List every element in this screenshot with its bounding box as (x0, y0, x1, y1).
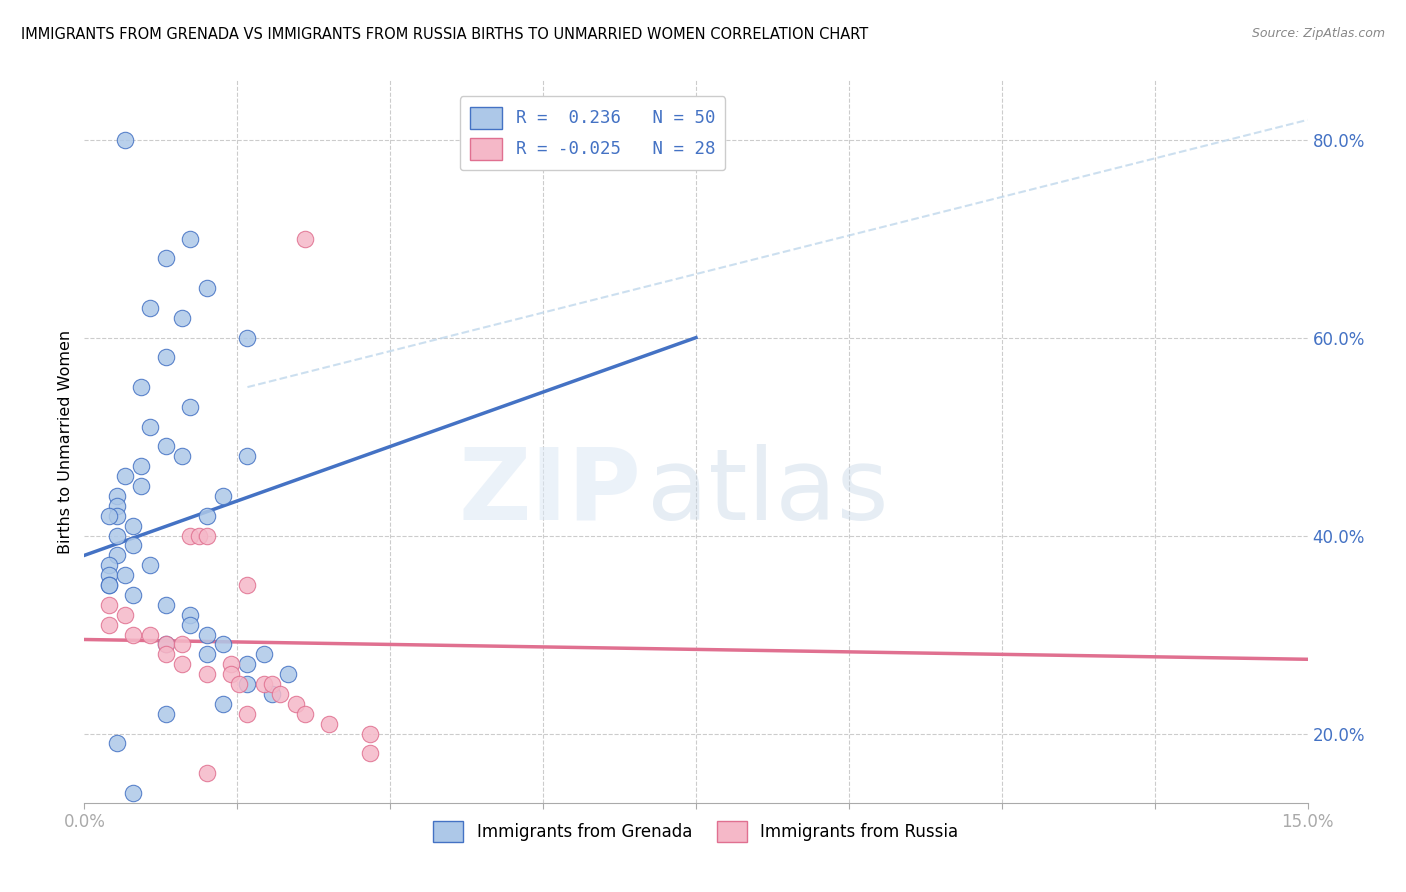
Point (195, 648, 218, 662)
Point (228, 677, 250, 691)
Point (97, 578, 120, 592)
Point (155, 598, 177, 612)
Point (212, 489, 235, 503)
Text: Source: ZipAtlas.com: Source: ZipAtlas.com (1251, 27, 1385, 40)
Point (138, 558, 160, 573)
Point (122, 539, 145, 553)
Point (236, 657, 259, 672)
Point (105, 508, 128, 523)
Point (105, 549, 128, 563)
Point (179, 528, 201, 542)
Text: IMMIGRANTS FROM GRENADA VS IMMIGRANTS FROM RUSSIA BIRTHS TO UNMARRIED WOMEN CORR: IMMIGRANTS FROM GRENADA VS IMMIGRANTS FR… (21, 27, 869, 42)
Legend: Immigrants from Grenada, Immigrants from Russia: Immigrants from Grenada, Immigrants from… (426, 814, 966, 848)
Point (195, 627, 218, 641)
Point (277, 667, 299, 681)
Point (294, 706, 316, 721)
Point (122, 518, 145, 533)
Point (122, 588, 145, 602)
Point (253, 677, 276, 691)
Point (97, 568, 120, 582)
Point (105, 736, 128, 750)
Point (138, 627, 160, 641)
Point (114, 133, 136, 147)
Point (212, 697, 235, 711)
Point (253, 648, 276, 662)
Point (155, 637, 177, 651)
Point (105, 528, 128, 542)
Point (172, 310, 194, 325)
Point (131, 479, 153, 493)
Point (179, 617, 201, 632)
Point (236, 706, 259, 721)
Y-axis label: Births to Unmarried Women: Births to Unmarried Women (58, 329, 73, 554)
Point (285, 697, 308, 711)
Point (97, 598, 120, 612)
Point (195, 281, 218, 295)
Point (131, 380, 153, 394)
Point (155, 440, 177, 454)
Point (97, 617, 120, 632)
Point (138, 419, 160, 434)
Point (236, 450, 259, 464)
Point (179, 400, 201, 414)
Point (195, 528, 218, 542)
Text: ZIP: ZIP (458, 443, 641, 541)
Point (131, 459, 153, 474)
Point (187, 528, 209, 542)
Point (179, 232, 201, 246)
Point (236, 330, 259, 344)
Point (155, 706, 177, 721)
Point (260, 687, 283, 701)
Point (236, 677, 259, 691)
Point (212, 637, 235, 651)
Point (172, 450, 194, 464)
Point (122, 627, 145, 641)
Point (219, 657, 242, 672)
Point (155, 637, 177, 651)
Point (155, 648, 177, 662)
Point (155, 252, 177, 266)
Point (114, 568, 136, 582)
Point (114, 469, 136, 483)
Point (195, 766, 218, 780)
Point (195, 667, 218, 681)
Point (122, 786, 145, 800)
Point (97, 508, 120, 523)
Point (195, 508, 218, 523)
Point (138, 301, 160, 315)
Point (236, 578, 259, 592)
Point (155, 351, 177, 365)
Point (179, 607, 201, 622)
Point (260, 677, 283, 691)
Point (172, 657, 194, 672)
Point (105, 499, 128, 513)
Point (359, 747, 381, 761)
Point (172, 637, 194, 651)
Point (359, 726, 381, 740)
Point (97, 558, 120, 573)
Point (97, 578, 120, 592)
Text: atlas: atlas (647, 443, 889, 541)
Point (294, 232, 316, 246)
Point (105, 489, 128, 503)
Point (318, 716, 340, 731)
Point (269, 687, 291, 701)
Point (114, 607, 136, 622)
Point (219, 667, 242, 681)
